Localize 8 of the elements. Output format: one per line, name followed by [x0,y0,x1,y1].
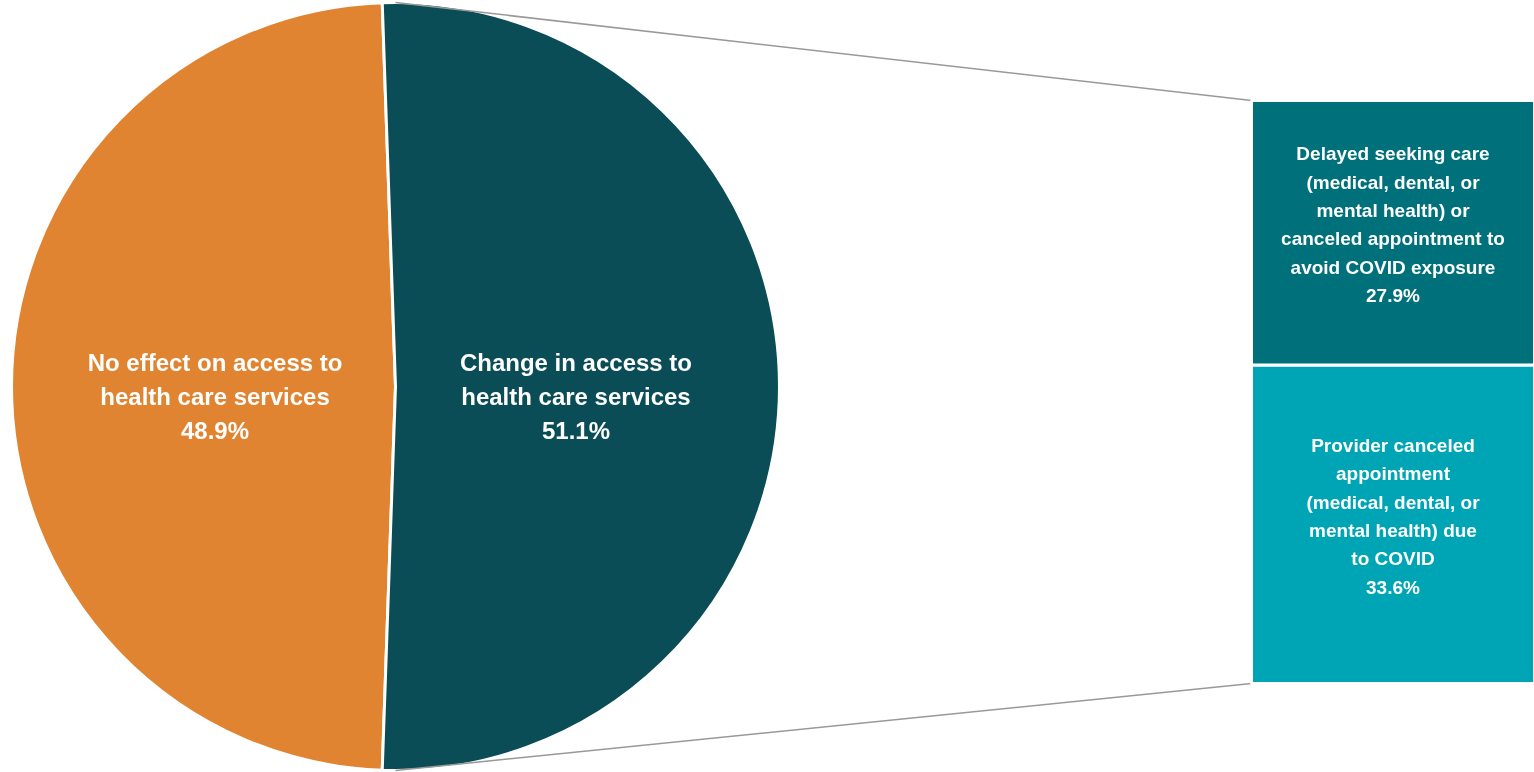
slice-label: No effect on access to health care services [87,349,343,410]
data-label: 48.9% [180,416,250,444]
data-label: 33.6% [1366,576,1421,598]
data-label: 27.9% [1366,285,1421,307]
series-label: Delayed seeking care (medical, dental, or mental health) or canceled appointment to avoid COVID exposure [1281,143,1505,278]
series-label: Provider canceled appointment (medical, dental, or mental health) due to COVID [1306,434,1481,570]
slice-label: Change in access to health care services [459,349,693,410]
data-label: 51.1% [541,416,611,444]
